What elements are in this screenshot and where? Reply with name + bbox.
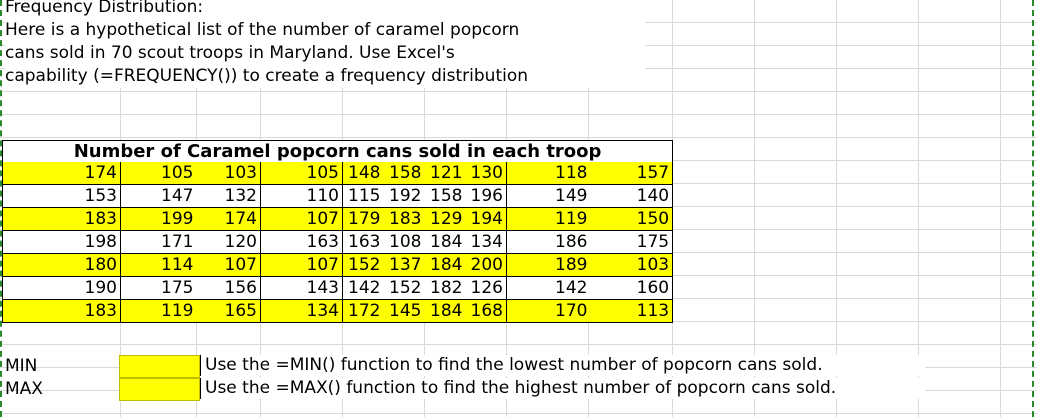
table-cell[interactable]: 140: [590, 184, 674, 208]
table-cell[interactable]: 200: [465, 253, 507, 277]
table-row: 174 105 103 105 148 158 121 130 118 157: [2, 162, 674, 185]
page-break-left: [0, 0, 2, 417]
max-label: MAX: [5, 379, 43, 399]
table-cell[interactable]: 149: [506, 184, 591, 208]
table-row: 183 119 165 134 172 145 184 168 170 113: [2, 299, 674, 323]
table-cell[interactable]: 119: [120, 299, 197, 323]
table-cell[interactable]: 168: [465, 299, 507, 323]
intro-line-3: cans sold in 70 scout troops in Maryland…: [5, 43, 455, 63]
min-label: MIN: [5, 356, 38, 376]
table-cell[interactable]: 199: [120, 207, 197, 231]
table-cell[interactable]: 108: [383, 230, 425, 254]
table-cell[interactable]: 186: [506, 230, 591, 254]
table-cell[interactable]: 143: [260, 276, 343, 300]
table-cell[interactable]: 110: [260, 184, 343, 208]
table-cell[interactable]: 163: [260, 230, 343, 254]
table-cell[interactable]: 113: [590, 299, 674, 323]
table-cell[interactable]: 134: [465, 230, 507, 254]
table-cell[interactable]: 118: [506, 162, 591, 185]
table-cell[interactable]: 163: [342, 230, 384, 254]
table-cell[interactable]: 107: [196, 253, 261, 277]
table-cell[interactable]: 189: [506, 253, 591, 277]
table-cell[interactable]: 152: [383, 276, 425, 300]
table-cell[interactable]: 103: [196, 162, 261, 185]
page-break-right: [1032, 0, 1034, 417]
table-cell[interactable]: 196: [465, 184, 507, 208]
table-row: 198 171 120 163 163 108 184 134 186 175: [2, 230, 674, 254]
table-cell[interactable]: 129: [424, 207, 466, 231]
table-cell[interactable]: 126: [465, 276, 507, 300]
table-cell[interactable]: 183: [2, 299, 121, 323]
table-cell[interactable]: 190: [2, 276, 121, 300]
table-cell[interactable]: 183: [2, 207, 121, 231]
table-cell[interactable]: 119: [506, 207, 591, 231]
intro-text[interactable]: Frequency Distribution: Here is a hypoth…: [5, 0, 645, 88]
table-cell[interactable]: 165: [196, 299, 261, 323]
table-cell[interactable]: 180: [2, 253, 121, 277]
intro-line-2: Here is a hypothetical list of the numbe…: [5, 20, 520, 40]
table-cell[interactable]: 153: [2, 184, 121, 208]
table-cell[interactable]: 145: [383, 299, 425, 323]
table-cell[interactable]: 150: [590, 207, 674, 231]
table-cell[interactable]: 175: [590, 230, 674, 254]
table-cell[interactable]: 132: [196, 184, 261, 208]
table-cell[interactable]: 160: [590, 276, 674, 300]
table-cell[interactable]: 156: [196, 276, 261, 300]
table-cell[interactable]: 158: [383, 162, 425, 185]
table-cell[interactable]: 142: [506, 276, 591, 300]
table-cell[interactable]: 198: [2, 230, 121, 254]
table-cell[interactable]: 192: [383, 184, 425, 208]
table-cell[interactable]: 172: [342, 299, 384, 323]
max-input-cell[interactable]: [119, 378, 200, 401]
table-cell[interactable]: 147: [120, 184, 197, 208]
table-cell[interactable]: 152: [342, 253, 384, 277]
table-title: Number of Caramel popcorn cans sold in e…: [1, 140, 674, 162]
table-cell[interactable]: 184: [424, 299, 466, 323]
table-cell[interactable]: 182: [424, 276, 466, 300]
table-cell[interactable]: 121: [424, 162, 466, 185]
table-cell[interactable]: 148: [342, 162, 384, 185]
table-cell[interactable]: 114: [120, 253, 197, 277]
table-cell[interactable]: 142: [342, 276, 384, 300]
popcorn-data-table: Number of Caramel popcorn cans sold in e…: [1, 140, 674, 323]
intro-title: Frequency Distribution:: [5, 0, 204, 17]
min-input-cell[interactable]: [119, 355, 200, 378]
table-cell[interactable]: 115: [342, 184, 384, 208]
table-cell[interactable]: 184: [424, 253, 466, 277]
table-cell[interactable]: 183: [383, 207, 425, 231]
table-cell[interactable]: 120: [196, 230, 261, 254]
table-cell[interactable]: 174: [2, 162, 121, 185]
table-cell[interactable]: 194: [465, 207, 507, 231]
table-row: 180 114 107 107 152 137 184 200 189 103: [2, 253, 674, 277]
table-cell[interactable]: 184: [424, 230, 466, 254]
table-cell[interactable]: 157: [590, 162, 674, 185]
table-cell[interactable]: 134: [260, 299, 343, 323]
table-cell[interactable]: 170: [506, 299, 591, 323]
table-cell[interactable]: 158: [424, 184, 466, 208]
table-cell[interactable]: 105: [260, 162, 343, 185]
table-cell[interactable]: 107: [260, 207, 343, 231]
min-instruction: Use the =MIN() function to find the lowe…: [200, 355, 925, 376]
table-cell[interactable]: 105: [120, 162, 197, 185]
table-cell[interactable]: 103: [590, 253, 674, 277]
intro-line-4: capability (=FREQUENCY()) to create a fr…: [5, 66, 529, 86]
table-cell[interactable]: 137: [383, 253, 425, 277]
table-cell[interactable]: 130: [465, 162, 507, 185]
table-row: 153 147 132 110 115 192 158 196 149 140: [2, 184, 674, 208]
table-cell[interactable]: 175: [120, 276, 197, 300]
table-cell[interactable]: 174: [196, 207, 261, 231]
table-cell[interactable]: 171: [120, 230, 197, 254]
table-cell[interactable]: 107: [260, 253, 343, 277]
table-row: 183 199 174 107 179 183 129 194 119 150: [2, 207, 674, 231]
max-instruction: Use the =MAX() function to find the high…: [200, 378, 925, 399]
table-cell[interactable]: 179: [342, 207, 384, 231]
table-row: 190 175 156 143 142 152 182 126 142 160: [2, 276, 674, 300]
